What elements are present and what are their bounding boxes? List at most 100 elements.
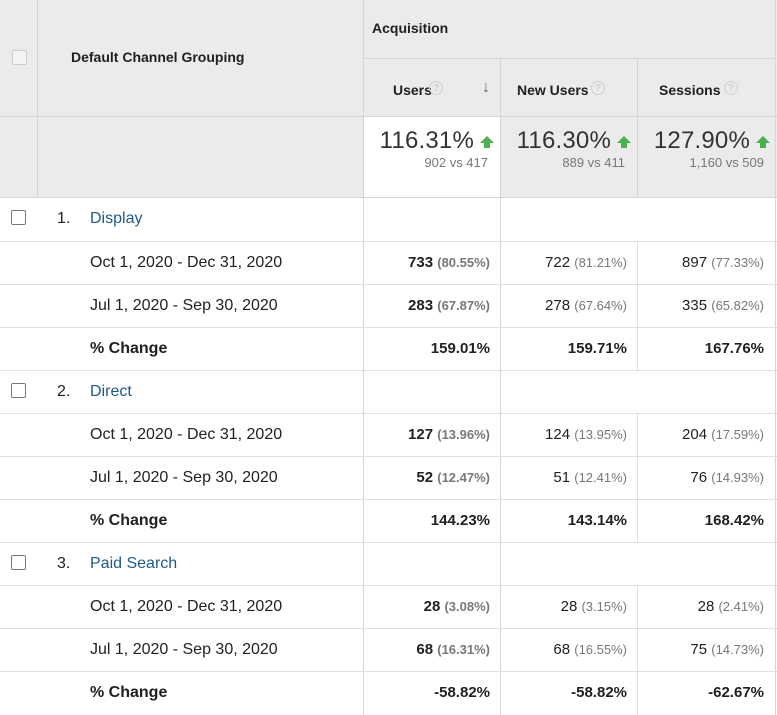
table-row: Jul 1, 2020 - Sep 30, 2020 283 (67.87%) … (0, 285, 777, 328)
row-index: 2. (57, 383, 71, 400)
new-users-cell: 278 (67.64%) (545, 297, 627, 314)
divider (500, 59, 501, 715)
new-users-cell: 68 (16.55%) (553, 641, 627, 658)
users-change: -58.82% (434, 684, 490, 701)
divider (0, 671, 777, 672)
new-users-column-header[interactable]: New Users ? (501, 59, 638, 117)
totals-row-bg (0, 117, 363, 198)
help-icon[interactable]: ? (591, 81, 605, 95)
divider (37, 0, 38, 198)
new-users-change: 143.14% (567, 512, 627, 529)
totals-newusers-bg (501, 117, 777, 198)
divider (0, 585, 777, 586)
users-column-header[interactable]: Users ? ↓ (364, 59, 501, 117)
date-range-label: Oct 1, 2020 - Dec 31, 2020 (90, 254, 283, 271)
date-range-label: Jul 1, 2020 - Sep 30, 2020 (90, 641, 278, 658)
group-row-paid-search[interactable]: 3. Paid Search (0, 543, 777, 586)
totals-users-bg (364, 117, 501, 198)
divider (364, 58, 776, 59)
divider (637, 59, 638, 198)
divider (0, 197, 777, 198)
divider (0, 499, 777, 500)
divider (0, 241, 777, 242)
users-cell: 283 (67.87%) (408, 297, 490, 314)
select-all-checkbox[interactable] (12, 50, 27, 65)
table-row: Oct 1, 2020 - Dec 31, 2020 28 (3.08%) 28… (0, 586, 777, 629)
divider (0, 456, 777, 457)
date-range-label: Oct 1, 2020 - Dec 31, 2020 (90, 598, 283, 615)
acquisition-group-header: Acquisition (372, 20, 449, 36)
divider (0, 370, 777, 371)
total-users-pct: 116.31% (379, 127, 474, 154)
total-sessions: 127.90% 1,160 vs 509 (638, 127, 770, 170)
row-checkbox[interactable] (11, 210, 26, 225)
divider (0, 542, 777, 543)
total-sessions-compare: 1,160 vs 509 (689, 155, 764, 170)
sessions-cell: 76 (14.93%) (690, 469, 764, 486)
table-row: Jul 1, 2020 - Sep 30, 2020 68 (16.31%) 6… (0, 629, 777, 672)
divider (0, 116, 777, 117)
help-icon[interactable]: ? (429, 81, 443, 95)
change-row: % Change -58.82% -58.82% -62.67% (0, 672, 777, 715)
sessions-cell: 28 (2.41%) (697, 598, 764, 615)
channel-link-display[interactable]: Display (90, 210, 143, 227)
channel-link-direct[interactable]: Direct (90, 383, 132, 400)
group-row-direct[interactable]: 2. Direct (0, 371, 777, 414)
users-change: 159.01% (430, 340, 490, 357)
users-cell: 733 (80.55%) (408, 254, 490, 271)
divider (0, 327, 777, 328)
table-row: Jul 1, 2020 - Sep 30, 2020 52 (12.47%) 5… (0, 457, 777, 500)
users-cell: 52 (12.47%) (416, 469, 490, 486)
row-checkbox[interactable] (11, 383, 26, 398)
total-new-users: 116.30% 889 vs 411 (501, 127, 631, 170)
sessions-change: -62.67% (708, 684, 764, 701)
sessions-header-label: Sessions (659, 82, 721, 98)
divider (0, 413, 777, 414)
channel-link-paid-search[interactable]: Paid Search (90, 555, 178, 572)
sessions-cell: 75 (14.73%) (690, 641, 764, 658)
divider (637, 241, 638, 371)
divider (775, 0, 776, 715)
row-index: 3. (57, 555, 71, 572)
table-row: Oct 1, 2020 - Dec 31, 2020 733 (80.55%) … (0, 242, 777, 285)
change-label: % Change (90, 512, 168, 529)
divider (0, 284, 777, 285)
divider (363, 0, 364, 715)
new-users-change: -58.82% (571, 684, 627, 701)
arrow-up-icon (480, 136, 494, 149)
sessions-cell: 335 (65.82%) (682, 297, 764, 314)
users-cell: 127 (13.96%) (408, 426, 490, 443)
total-users-compare: 902 vs 417 (424, 155, 488, 170)
new-users-header-label: New Users (517, 82, 589, 98)
sort-arrow-down-icon[interactable]: ↓ (482, 79, 490, 96)
total-new-users-compare: 889 vs 411 (562, 155, 625, 170)
change-label: % Change (90, 684, 168, 701)
date-range-label: Jul 1, 2020 - Sep 30, 2020 (90, 297, 278, 314)
group-row-display[interactable]: 1. Display (0, 198, 777, 241)
new-users-cell: 722 (81.21%) (545, 254, 627, 271)
arrow-up-icon (756, 136, 770, 149)
date-range-label: Oct 1, 2020 - Dec 31, 2020 (90, 426, 283, 443)
total-users: 116.31% 902 vs 417 (364, 127, 494, 170)
sessions-column-header[interactable]: Sessions ? (638, 59, 777, 117)
new-users-cell: 51 (12.41%) (553, 469, 627, 486)
sessions-cell: 897 (77.33%) (682, 254, 764, 271)
users-cell: 68 (16.31%) (416, 641, 490, 658)
dimension-column-header[interactable]: Default Channel Grouping (71, 49, 245, 65)
divider (637, 413, 638, 543)
sessions-cell: 204 (17.59%) (682, 426, 764, 443)
users-header-label: Users (393, 82, 432, 98)
total-new-users-pct: 116.30% (516, 127, 611, 154)
change-label: % Change (90, 340, 168, 357)
sessions-change: 168.42% (704, 512, 764, 529)
row-checkbox[interactable] (11, 555, 26, 570)
sessions-change: 167.76% (704, 340, 764, 357)
change-row: % Change 144.23% 143.14% 168.42% (0, 500, 777, 543)
change-row: % Change 159.01% 159.71% 167.76% (0, 328, 777, 371)
divider (0, 628, 777, 629)
users-cell: 28 (3.08%) (423, 598, 490, 615)
help-icon[interactable]: ? (724, 81, 738, 95)
divider (637, 585, 638, 715)
users-change: 144.23% (430, 512, 490, 529)
arrow-up-icon (617, 136, 631, 149)
